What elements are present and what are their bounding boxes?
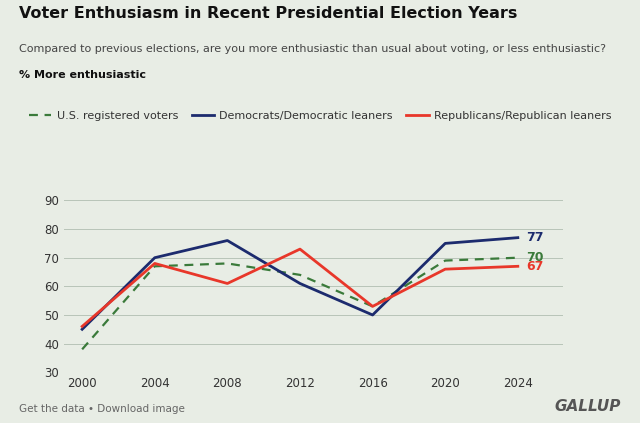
Legend: U.S. registered voters, Democrats/Democratic leaners, Republicans/Republican lea: U.S. registered voters, Democrats/Democr…: [25, 107, 616, 126]
Text: Get the data • Download image: Get the data • Download image: [19, 404, 185, 414]
Text: Voter Enthusiasm in Recent Presidential Election Years: Voter Enthusiasm in Recent Presidential …: [19, 6, 518, 21]
Text: 67: 67: [526, 260, 543, 273]
Text: 77: 77: [526, 231, 543, 244]
Text: % More enthusiastic: % More enthusiastic: [19, 70, 146, 80]
Text: Compared to previous elections, are you more enthusiastic than usual about votin: Compared to previous elections, are you …: [19, 44, 606, 55]
Text: 70: 70: [526, 251, 543, 264]
Text: GALLUP: GALLUP: [554, 399, 621, 414]
